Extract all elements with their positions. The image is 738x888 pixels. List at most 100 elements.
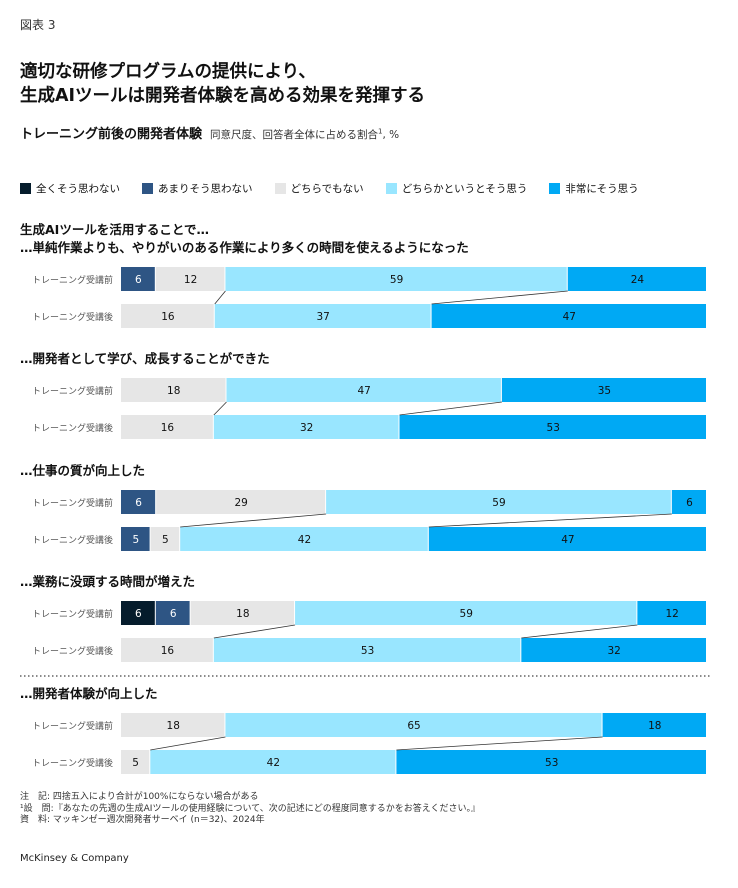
row-label: トレーニング受講後 (32, 645, 113, 657)
legend-item-strongly-agree: 非常にそう思う (549, 181, 639, 196)
data-label: 42 (298, 534, 311, 546)
bar-segment-neutral (121, 415, 213, 439)
data-label: 47 (358, 385, 371, 397)
bar-segment-disagree (121, 490, 156, 514)
unit-label: 同意尺度、回答者全体に占める割合1, % (210, 127, 400, 142)
data-label: 6 (135, 497, 142, 509)
bar-segment-strongly-agree (521, 638, 706, 662)
legend-item-agree: どちらかというとそう思う (385, 181, 527, 196)
bar-segment-strongly-agree (396, 750, 706, 774)
legend-item-strongly-disagree: 全くそう思わない (20, 181, 120, 196)
bar-segment-strongly-disagree (121, 601, 155, 625)
data-label: 29 (234, 497, 247, 509)
connector-line (428, 513, 672, 528)
bar-segment-agree (213, 415, 399, 439)
title-line-1: 適切な研修プログラムの提供により、 (20, 62, 316, 82)
brand-logo-text: McKinsey & Company (20, 853, 129, 864)
bar-segment-agree (226, 378, 501, 402)
data-label: 5 (132, 757, 139, 769)
bar-segment-neutral (150, 527, 180, 551)
row-label: トレーニング受講後 (32, 534, 113, 546)
bar-segment-strongly-agree (567, 267, 706, 291)
data-label: 12 (184, 274, 197, 286)
connector-line (396, 736, 603, 751)
row-label: トレーニング受講前 (32, 608, 113, 620)
data-label: 53 (361, 645, 374, 657)
chart-title: 適切な研修プログラムの提供により、 生成AIツールは開発者体験を高める効果を発揮… (20, 60, 720, 108)
bar-segment-disagree (121, 527, 150, 551)
legend-swatch (385, 183, 397, 194)
bar-segment-strongly-agree (637, 601, 706, 625)
bar-segment-neutral (121, 713, 225, 737)
bar-segment-agree (150, 750, 396, 774)
bar-segment-agree (180, 527, 428, 551)
connector-line (521, 624, 638, 639)
footnote-source: 資 料: マッキンゼー週次開発者サーベイ (n＝32)、2024年 (20, 815, 265, 825)
row-label: トレーニング受講後 (32, 757, 113, 769)
row-label: トレーニング受講後 (32, 311, 113, 323)
legend-swatch (274, 183, 286, 194)
bar-segment-agree (225, 713, 602, 737)
footnote-question: ¹設 問:『あなたの先週の生成AIツールの使用経験について、次の記述にどの程度同… (20, 803, 480, 814)
bar-segment-neutral (121, 638, 213, 662)
data-label: 18 (167, 385, 180, 397)
data-label: 16 (161, 422, 175, 434)
chart-subtitle: トレーニング前後の開発者体験 (20, 127, 203, 142)
bar-segment-neutral (121, 304, 214, 328)
bar-segment-neutral (156, 490, 326, 514)
bar-segment-strongly-agree (431, 304, 706, 328)
data-label: 47 (561, 534, 574, 546)
row-label: トレーニング受講後 (32, 422, 113, 434)
connector-line (213, 401, 227, 416)
title-line-2: 生成AIツールは開発者体験を高める効果を発揮する (20, 86, 426, 106)
data-label: 24 (631, 274, 645, 286)
row-label: トレーニング受講前 (32, 497, 113, 509)
unit-footnote-mark: 1 (378, 127, 383, 136)
data-label: 53 (547, 422, 560, 434)
data-label: 59 (460, 608, 473, 620)
data-label: 5 (162, 534, 169, 546)
footnote-note: 注 記: 四捨五入により合計が100%にならない場合がある (20, 792, 259, 802)
data-label: 6 (135, 608, 142, 620)
group-title: …単純作業よりも、やりがいのある作業により多くの時間を使えるようになった (20, 240, 469, 255)
row-label: トレーニング受講前 (32, 385, 113, 397)
exhibit-label: 図表 3 (20, 18, 56, 32)
data-label: 6 (170, 608, 177, 620)
connector-line (431, 290, 568, 305)
data-label: 53 (545, 757, 558, 769)
connector-line (399, 401, 502, 416)
group-title: …開発者体験が向上した (20, 686, 158, 701)
connector-line (214, 290, 226, 305)
bar-segment-disagree (121, 267, 155, 291)
unit-suffix: , % (382, 129, 400, 141)
bar-segment-strongly-agree (602, 713, 706, 737)
legend-label: どちらでもない (290, 183, 364, 195)
legend-swatch (142, 183, 153, 194)
data-label: 6 (686, 497, 693, 509)
bar-segment-neutral (155, 267, 225, 291)
footnotes: 注 記: 四捨五入により合計が100%にならない場合がある ¹設 問:『あなたの… (20, 792, 480, 827)
bar-segment-strongly-agree (428, 527, 706, 551)
data-label: 16 (161, 645, 175, 657)
bar-segment-strongly-agree (671, 490, 706, 514)
bar-segment-agree (326, 490, 671, 514)
bar-segment-agree (214, 304, 431, 328)
data-label: 12 (666, 608, 679, 620)
data-label: 42 (267, 757, 280, 769)
question-prompt: 生成AIツールを活用することで… (20, 222, 209, 237)
data-label: 35 (598, 385, 611, 397)
group-title: …仕事の質が向上した (20, 463, 145, 478)
bar-segment-strongly-agree (501, 378, 706, 402)
bar-segment-agree (225, 267, 567, 291)
row-label: トレーニング受講前 (32, 720, 113, 732)
bar-segment-neutral (121, 750, 150, 774)
row-label: トレーニング受講前 (32, 274, 113, 286)
bar-segment-agree (295, 601, 637, 625)
data-label: 6 (135, 274, 142, 286)
data-label: 59 (390, 274, 403, 286)
legend-swatch (20, 183, 31, 194)
bar-segment-disagree (155, 601, 190, 625)
data-label: 32 (300, 422, 313, 434)
group-title: …業務に没頭する時間が増えた (20, 574, 195, 589)
legend-label: 非常にそう思う (565, 183, 639, 195)
